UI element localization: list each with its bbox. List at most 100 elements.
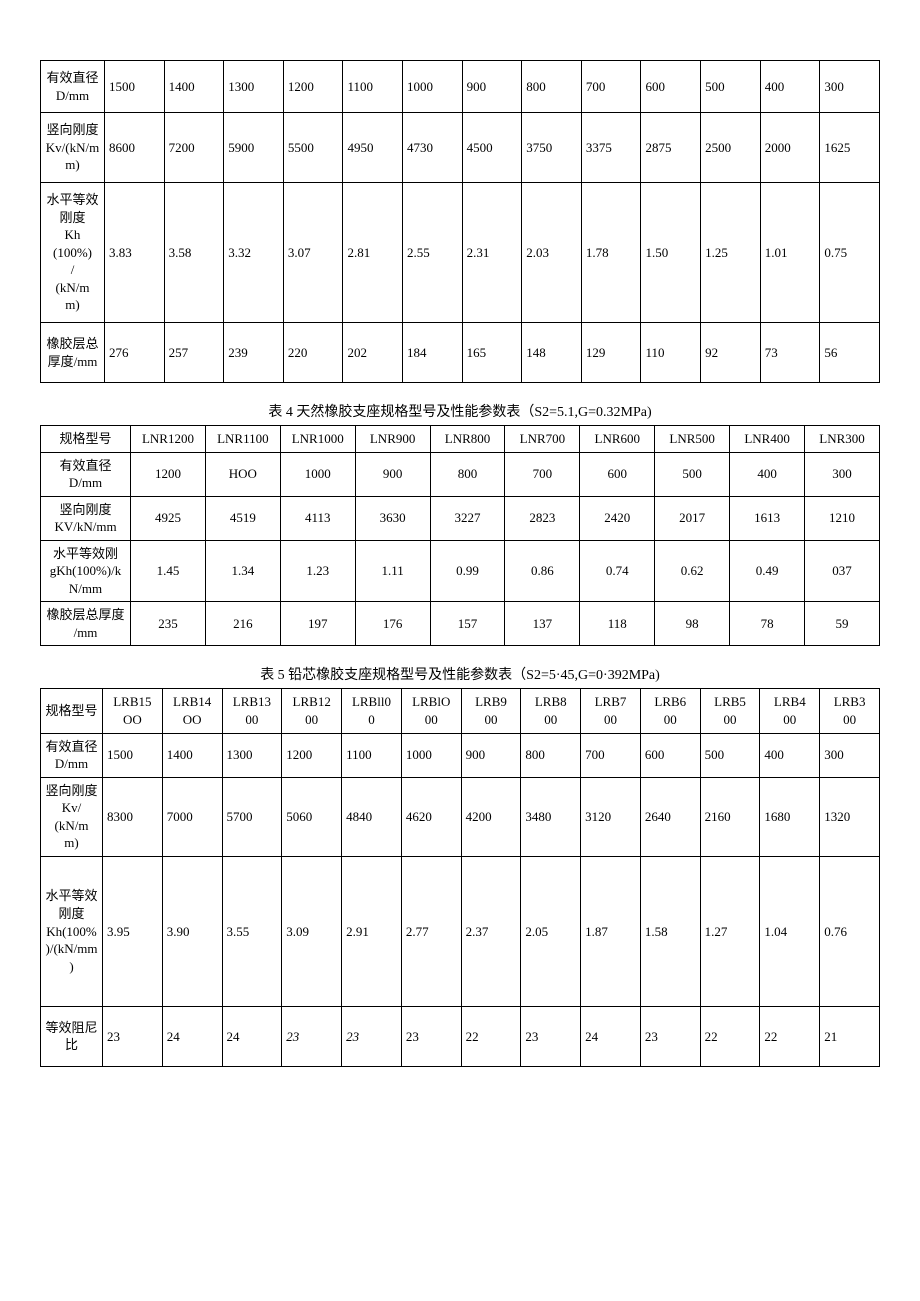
table-cell: 2640 — [640, 777, 700, 856]
table-cell: 1.11 — [355, 540, 430, 602]
table-cell: LRB1200 — [282, 689, 342, 733]
table-cell: 23 — [342, 1006, 402, 1066]
table-cell: 22 — [700, 1006, 760, 1066]
table-1: 有效直径D/mm15001400130012001100100090080070… — [40, 60, 880, 383]
table-cell: 600 — [641, 61, 701, 113]
table-cell: 176 — [355, 602, 430, 646]
table-cell: LRB14OO — [162, 689, 222, 733]
table-cell: 3.07 — [283, 183, 343, 323]
row-label: 水平等效刚度Kh(100%)/(kN/mm) — [41, 183, 105, 323]
table-cell: 4840 — [342, 777, 402, 856]
table-cell: 1200 — [282, 733, 342, 777]
table-cell: 1.04 — [760, 856, 820, 1006]
table-cell: 2017 — [655, 496, 730, 540]
table-cell: LNR900 — [355, 426, 430, 453]
row-label: 有效直径D/mm — [41, 61, 105, 113]
row-label: 橡胶层总厚度/mm — [41, 323, 105, 383]
table-cell: 3227 — [430, 496, 505, 540]
table-cell: 1300 — [222, 733, 282, 777]
table-cell: 1200 — [283, 61, 343, 113]
table-cell: 98 — [655, 602, 730, 646]
table-cell: 4950 — [343, 113, 403, 183]
table-cell: 700 — [505, 452, 580, 496]
table-cell: 5700 — [222, 777, 282, 856]
table-cell: 59 — [805, 602, 880, 646]
table-cell: 1.87 — [581, 856, 641, 1006]
table-cell: 2.03 — [522, 183, 582, 323]
table-cell: 700 — [581, 733, 641, 777]
caption-table-2: 表 4 天然橡胶支座规格型号及性能参数表（S2=5.1,G=0.32MPa) — [40, 401, 880, 421]
table-cell: 900 — [462, 61, 522, 113]
table-cell: 0.49 — [730, 540, 805, 602]
table-cell: 5060 — [282, 777, 342, 856]
table-cell: 1000 — [280, 452, 355, 496]
table-row: 橡胶层总厚度/mm235216197176157137118987859 — [41, 602, 880, 646]
table-cell: 22 — [760, 1006, 820, 1066]
table-cell: 1000 — [401, 733, 461, 777]
table-cell: 24 — [162, 1006, 222, 1066]
table-cell: LRB600 — [640, 689, 700, 733]
table-cell: LNR700 — [505, 426, 580, 453]
table-cell: LRBll00 — [342, 689, 402, 733]
table-cell: LNR1200 — [131, 426, 206, 453]
row-label: 有效直径D/mm — [41, 733, 103, 777]
table-cell: 5500 — [283, 113, 343, 183]
table-cell: 700 — [581, 61, 641, 113]
table-cell: 7200 — [164, 113, 224, 183]
table-cell: 3.55 — [222, 856, 282, 1006]
table-cell: 1.50 — [641, 183, 701, 323]
table-cell: LNR1000 — [280, 426, 355, 453]
table-cell: 500 — [700, 733, 760, 777]
row-label: 规格型号 — [41, 426, 131, 453]
table-cell: LNR600 — [580, 426, 655, 453]
table-cell: 0.75 — [820, 183, 880, 323]
table-cell: 137 — [505, 602, 580, 646]
table-cell: 1.58 — [640, 856, 700, 1006]
table-cell: 4730 — [403, 113, 463, 183]
table-cell: LNR300 — [805, 426, 880, 453]
table-cell: 2420 — [580, 496, 655, 540]
table-cell: 500 — [655, 452, 730, 496]
table-cell: LRBlO00 — [401, 689, 461, 733]
table-cell: 300 — [820, 733, 880, 777]
table-cell: 1680 — [760, 777, 820, 856]
row-label: 竖向刚度KV/kN/mm — [41, 496, 131, 540]
table-cell: 3750 — [522, 113, 582, 183]
table-cell: 197 — [280, 602, 355, 646]
table-cell: 4925 — [131, 496, 206, 540]
table-cell: 1400 — [162, 733, 222, 777]
table-cell: 1.01 — [760, 183, 820, 323]
table-cell: 900 — [461, 733, 521, 777]
table-cell: 2875 — [641, 113, 701, 183]
row-label: 橡胶层总厚度/mm — [41, 602, 131, 646]
table-3-body: 规格型号LRB15OOLRB14OOLRB1300LRB1200LRBll00L… — [41, 689, 880, 1066]
table-cell: LRB300 — [820, 689, 880, 733]
table-cell: 1.34 — [205, 540, 280, 602]
table-cell: 1100 — [343, 61, 403, 113]
table-cell: 900 — [355, 452, 430, 496]
table-cell: 400 — [760, 61, 820, 113]
table-cell: 220 — [283, 323, 343, 383]
table-cell: 23 — [282, 1006, 342, 1066]
table-cell: 2.31 — [462, 183, 522, 323]
table-cell: 3.95 — [103, 856, 163, 1006]
table-cell: 4620 — [401, 777, 461, 856]
table-cell: 1400 — [164, 61, 224, 113]
table-cell: 1300 — [224, 61, 284, 113]
table-cell: 3.58 — [164, 183, 224, 323]
table-cell: LNR1100 — [205, 426, 280, 453]
row-label: 规格型号 — [41, 689, 103, 733]
table-cell: LRB900 — [461, 689, 521, 733]
table-cell: 165 — [462, 323, 522, 383]
table-cell: LNR800 — [430, 426, 505, 453]
table-2-body: 规格型号LNR1200LNR1100LNR1000LNR900LNR800LNR… — [41, 426, 880, 646]
table-cell: 2823 — [505, 496, 580, 540]
table-cell: 3.83 — [105, 183, 165, 323]
table-cell: 92 — [701, 323, 761, 383]
table-row: 水平等效刚度Kh(100%)/(kN/mm)3.953.903.553.092.… — [41, 856, 880, 1006]
table-cell: 1625 — [820, 113, 880, 183]
table-cell: 2.37 — [461, 856, 521, 1006]
table-cell: 1.25 — [701, 183, 761, 323]
table-cell: 276 — [105, 323, 165, 383]
table-cell: 3375 — [581, 113, 641, 183]
